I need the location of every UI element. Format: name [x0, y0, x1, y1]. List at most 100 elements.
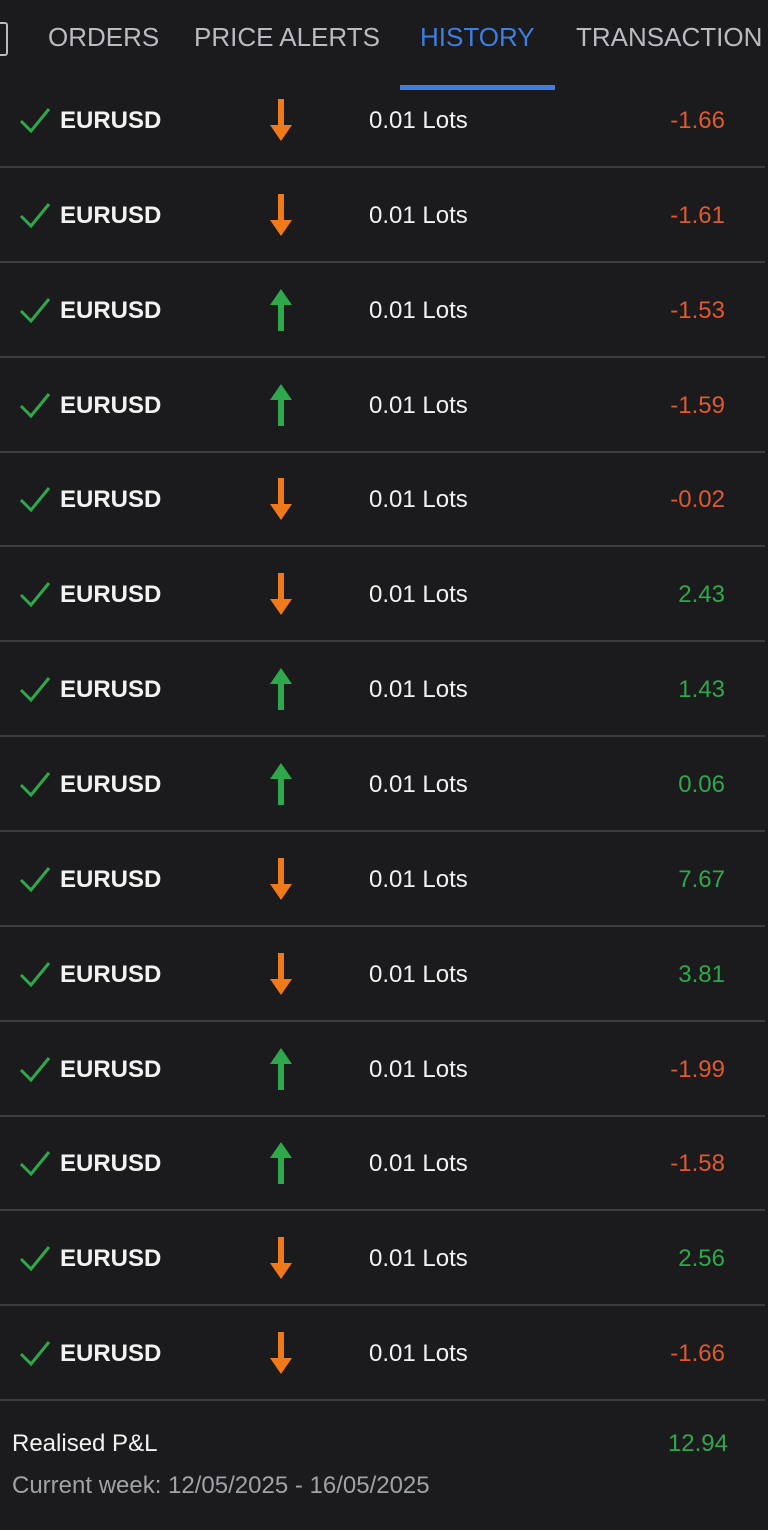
symbol: EURUSD	[60, 960, 162, 988]
sell-arrow	[270, 573, 292, 616]
symbol: EURUSD	[60, 107, 162, 134]
profit-loss: -1.53	[670, 296, 725, 324]
trade-row[interactable]: EURUSD 0.01 Lots 3.81	[0, 927, 765, 1022]
summary-value: 12.94	[667, 1430, 728, 1457]
trade-row[interactable]: EURUSD 0.01 Lots 0.06	[0, 737, 765, 832]
trade-row[interactable]: EURUSD 0.01 Lots -1.66	[0, 73, 765, 168]
row-icons	[19, 1047, 292, 1090]
row-icons	[19, 383, 292, 426]
lot-size: 0.01 Lots	[369, 201, 468, 229]
profit-loss: -1.61	[670, 201, 725, 229]
trade-row[interactable]: EURUSD 0.01 Lots 2.43	[0, 547, 765, 643]
trade-row[interactable]: EURUSD 0.01 Lots -1.53	[0, 263, 765, 358]
sell-arrow	[270, 857, 292, 900]
trade-row[interactable]: EURUSD 0.01 Lots -1.61	[0, 168, 765, 263]
profit-loss: -1.99	[670, 1055, 725, 1083]
sell-arrow	[270, 952, 292, 995]
buy-arrow	[270, 1047, 292, 1090]
lot-size: 0.01 Lots	[369, 391, 468, 419]
buy-arrow	[270, 762, 292, 805]
check-icon	[19, 771, 51, 798]
trade-row[interactable]: EURUSD 0.01 Lots -1.58	[0, 1116, 765, 1212]
lot-size: 0.01 Lots	[369, 960, 468, 988]
symbol: EURUSD	[60, 676, 162, 704]
profit-loss: 0.06	[678, 770, 725, 798]
trade-row[interactable]: EURUSD 0.01 Lots -1.66	[0, 1306, 765, 1402]
lot-size: 0.01 Lots	[369, 1150, 468, 1178]
symbol: EURUSD	[60, 1340, 162, 1368]
tab[interactable]: PRICE ALERTS	[194, 22, 380, 52]
row-icons	[19, 99, 292, 141]
buy-arrow	[270, 288, 292, 331]
profit-loss: -0.02	[670, 486, 725, 514]
row-icons	[19, 193, 292, 236]
row-icons	[19, 573, 292, 616]
check-icon	[19, 582, 51, 608]
symbol: EURUSD	[60, 1150, 162, 1178]
buy-arrow	[270, 383, 292, 426]
tab[interactable]: TRANSACTION	[576, 22, 763, 52]
row-icons	[19, 668, 292, 711]
sell-arrow	[270, 1237, 292, 1280]
menu-icon[interactable]	[0, 22, 8, 56]
check-icon	[19, 1341, 51, 1367]
row-icons	[19, 762, 292, 805]
symbol: EURUSD	[60, 865, 162, 893]
row-icons	[19, 952, 292, 995]
profit-loss: -1.66	[670, 1340, 725, 1368]
sell-arrow	[270, 193, 292, 236]
lot-size: 0.01 Lots	[369, 1245, 468, 1273]
trade-row[interactable]: EURUSD 0.01 Lots -1.59	[0, 358, 765, 453]
check-icon	[19, 1151, 51, 1177]
trade-row[interactable]: EURUSD 0.01 Lots -1.99	[0, 1022, 765, 1117]
sell-arrow	[270, 1332, 292, 1375]
check-icon	[19, 1056, 51, 1082]
row-icons	[19, 1332, 292, 1375]
symbol: EURUSD	[60, 391, 162, 419]
profit-loss: -1.59	[670, 391, 725, 419]
profit-loss: 2.43	[678, 581, 725, 609]
trade-row[interactable]: EURUSD 0.01 Lots -0.02	[0, 452, 765, 548]
symbol: EURUSD	[60, 486, 162, 514]
tab-underline	[400, 85, 555, 90]
symbol: EURUSD	[60, 581, 162, 609]
buy-arrow	[270, 668, 292, 711]
profit-loss: 1.43	[678, 676, 725, 704]
lot-size: 0.01 Lots	[369, 296, 468, 324]
lot-size: 0.01 Lots	[369, 581, 468, 609]
check-icon	[19, 961, 51, 987]
profit-loss: -1.58	[670, 1150, 725, 1178]
lot-size: 0.01 Lots	[369, 486, 468, 514]
check-icon	[19, 677, 51, 703]
lot-size: 0.01 Lots	[369, 1340, 468, 1368]
check-icon	[19, 297, 51, 323]
row-icons	[19, 288, 292, 331]
profit-loss: 2.56	[678, 1245, 725, 1273]
lot-size: 0.01 Lots	[369, 770, 468, 798]
summary-label: Realised P&L	[12, 1430, 158, 1457]
row-icons	[19, 478, 292, 521]
row-icons	[19, 1237, 292, 1280]
sell-arrow	[270, 99, 292, 141]
tab-bar	[0, 0, 768, 90]
buy-arrow	[270, 1142, 292, 1185]
lot-size: 0.01 Lots	[369, 676, 468, 704]
profit-loss: 3.81	[678, 960, 725, 988]
tab[interactable]: HISTORY	[420, 22, 535, 52]
symbol: EURUSD	[60, 201, 162, 229]
lot-size: 0.01 Lots	[369, 107, 468, 134]
symbol: EURUSD	[60, 1055, 162, 1083]
check-icon	[19, 108, 51, 134]
check-icon	[19, 202, 51, 229]
trade-row[interactable]: EURUSD 0.01 Lots 1.43	[0, 642, 765, 738]
symbol: EURUSD	[60, 770, 162, 798]
lot-size: 0.01 Lots	[369, 865, 468, 893]
row-icons	[19, 1142, 292, 1185]
check-icon	[19, 866, 51, 893]
profit-loss: -1.66	[670, 107, 725, 134]
check-icon	[19, 1246, 51, 1272]
trade-row[interactable]: EURUSD 0.01 Lots 7.67	[0, 832, 765, 927]
tab[interactable]: ORDERS	[48, 22, 160, 52]
trade-row[interactable]: EURUSD 0.01 Lots 2.56	[0, 1211, 765, 1307]
